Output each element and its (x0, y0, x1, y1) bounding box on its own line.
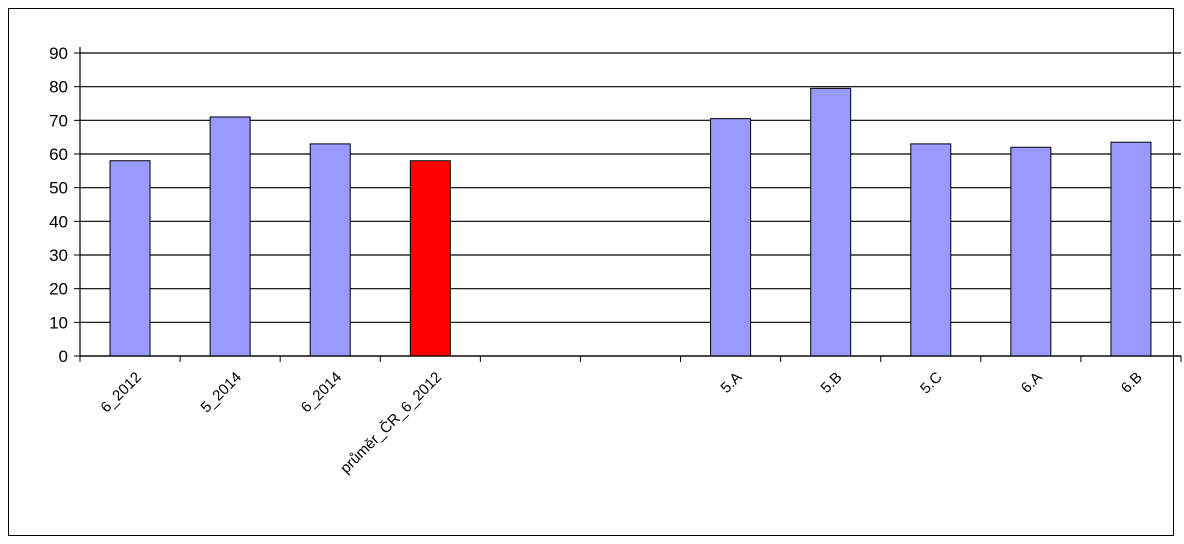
x-tick-label: 5.C (917, 369, 946, 398)
bar (810, 87, 852, 357)
axes (74, 47, 1182, 362)
bar (309, 143, 351, 357)
x-tick-label: 5_2014 (198, 369, 245, 416)
bar (910, 143, 952, 357)
bar-highlighted (409, 160, 451, 357)
y-tick-label: 60 (49, 145, 68, 164)
y-tick-label: 80 (49, 78, 68, 97)
x-tick-label: 5.B (818, 369, 846, 397)
y-tick-label: 30 (49, 246, 68, 265)
y-tick-labels: 0 10 20 30 40 50 60 70 80 90 (49, 44, 68, 366)
x-tick-label: 6_2014 (298, 369, 345, 416)
bar (1110, 141, 1152, 357)
y-tick-label: 40 (49, 212, 68, 231)
x-tick-label: 5.A (717, 369, 745, 397)
chart-frame (8, 8, 1174, 536)
bars (109, 87, 1152, 357)
bar (109, 160, 151, 357)
bar (209, 116, 251, 357)
bar (1010, 146, 1052, 357)
x-tick-label: 6.B (1118, 369, 1146, 397)
x-tick-label: průměr_ČR_6_2012 (337, 369, 445, 477)
x-tick-label: 6.A (1018, 369, 1046, 397)
y-tick-label: 0 (59, 347, 68, 366)
y-tick-label: 90 (49, 44, 68, 63)
y-tick-label: 50 (49, 179, 68, 198)
x-tick-label: 6_2012 (97, 369, 144, 416)
y-tick-label: 70 (49, 111, 68, 130)
bar (710, 118, 752, 357)
y-tick-label: 10 (49, 313, 68, 332)
y-tick-label: 20 (49, 280, 68, 299)
